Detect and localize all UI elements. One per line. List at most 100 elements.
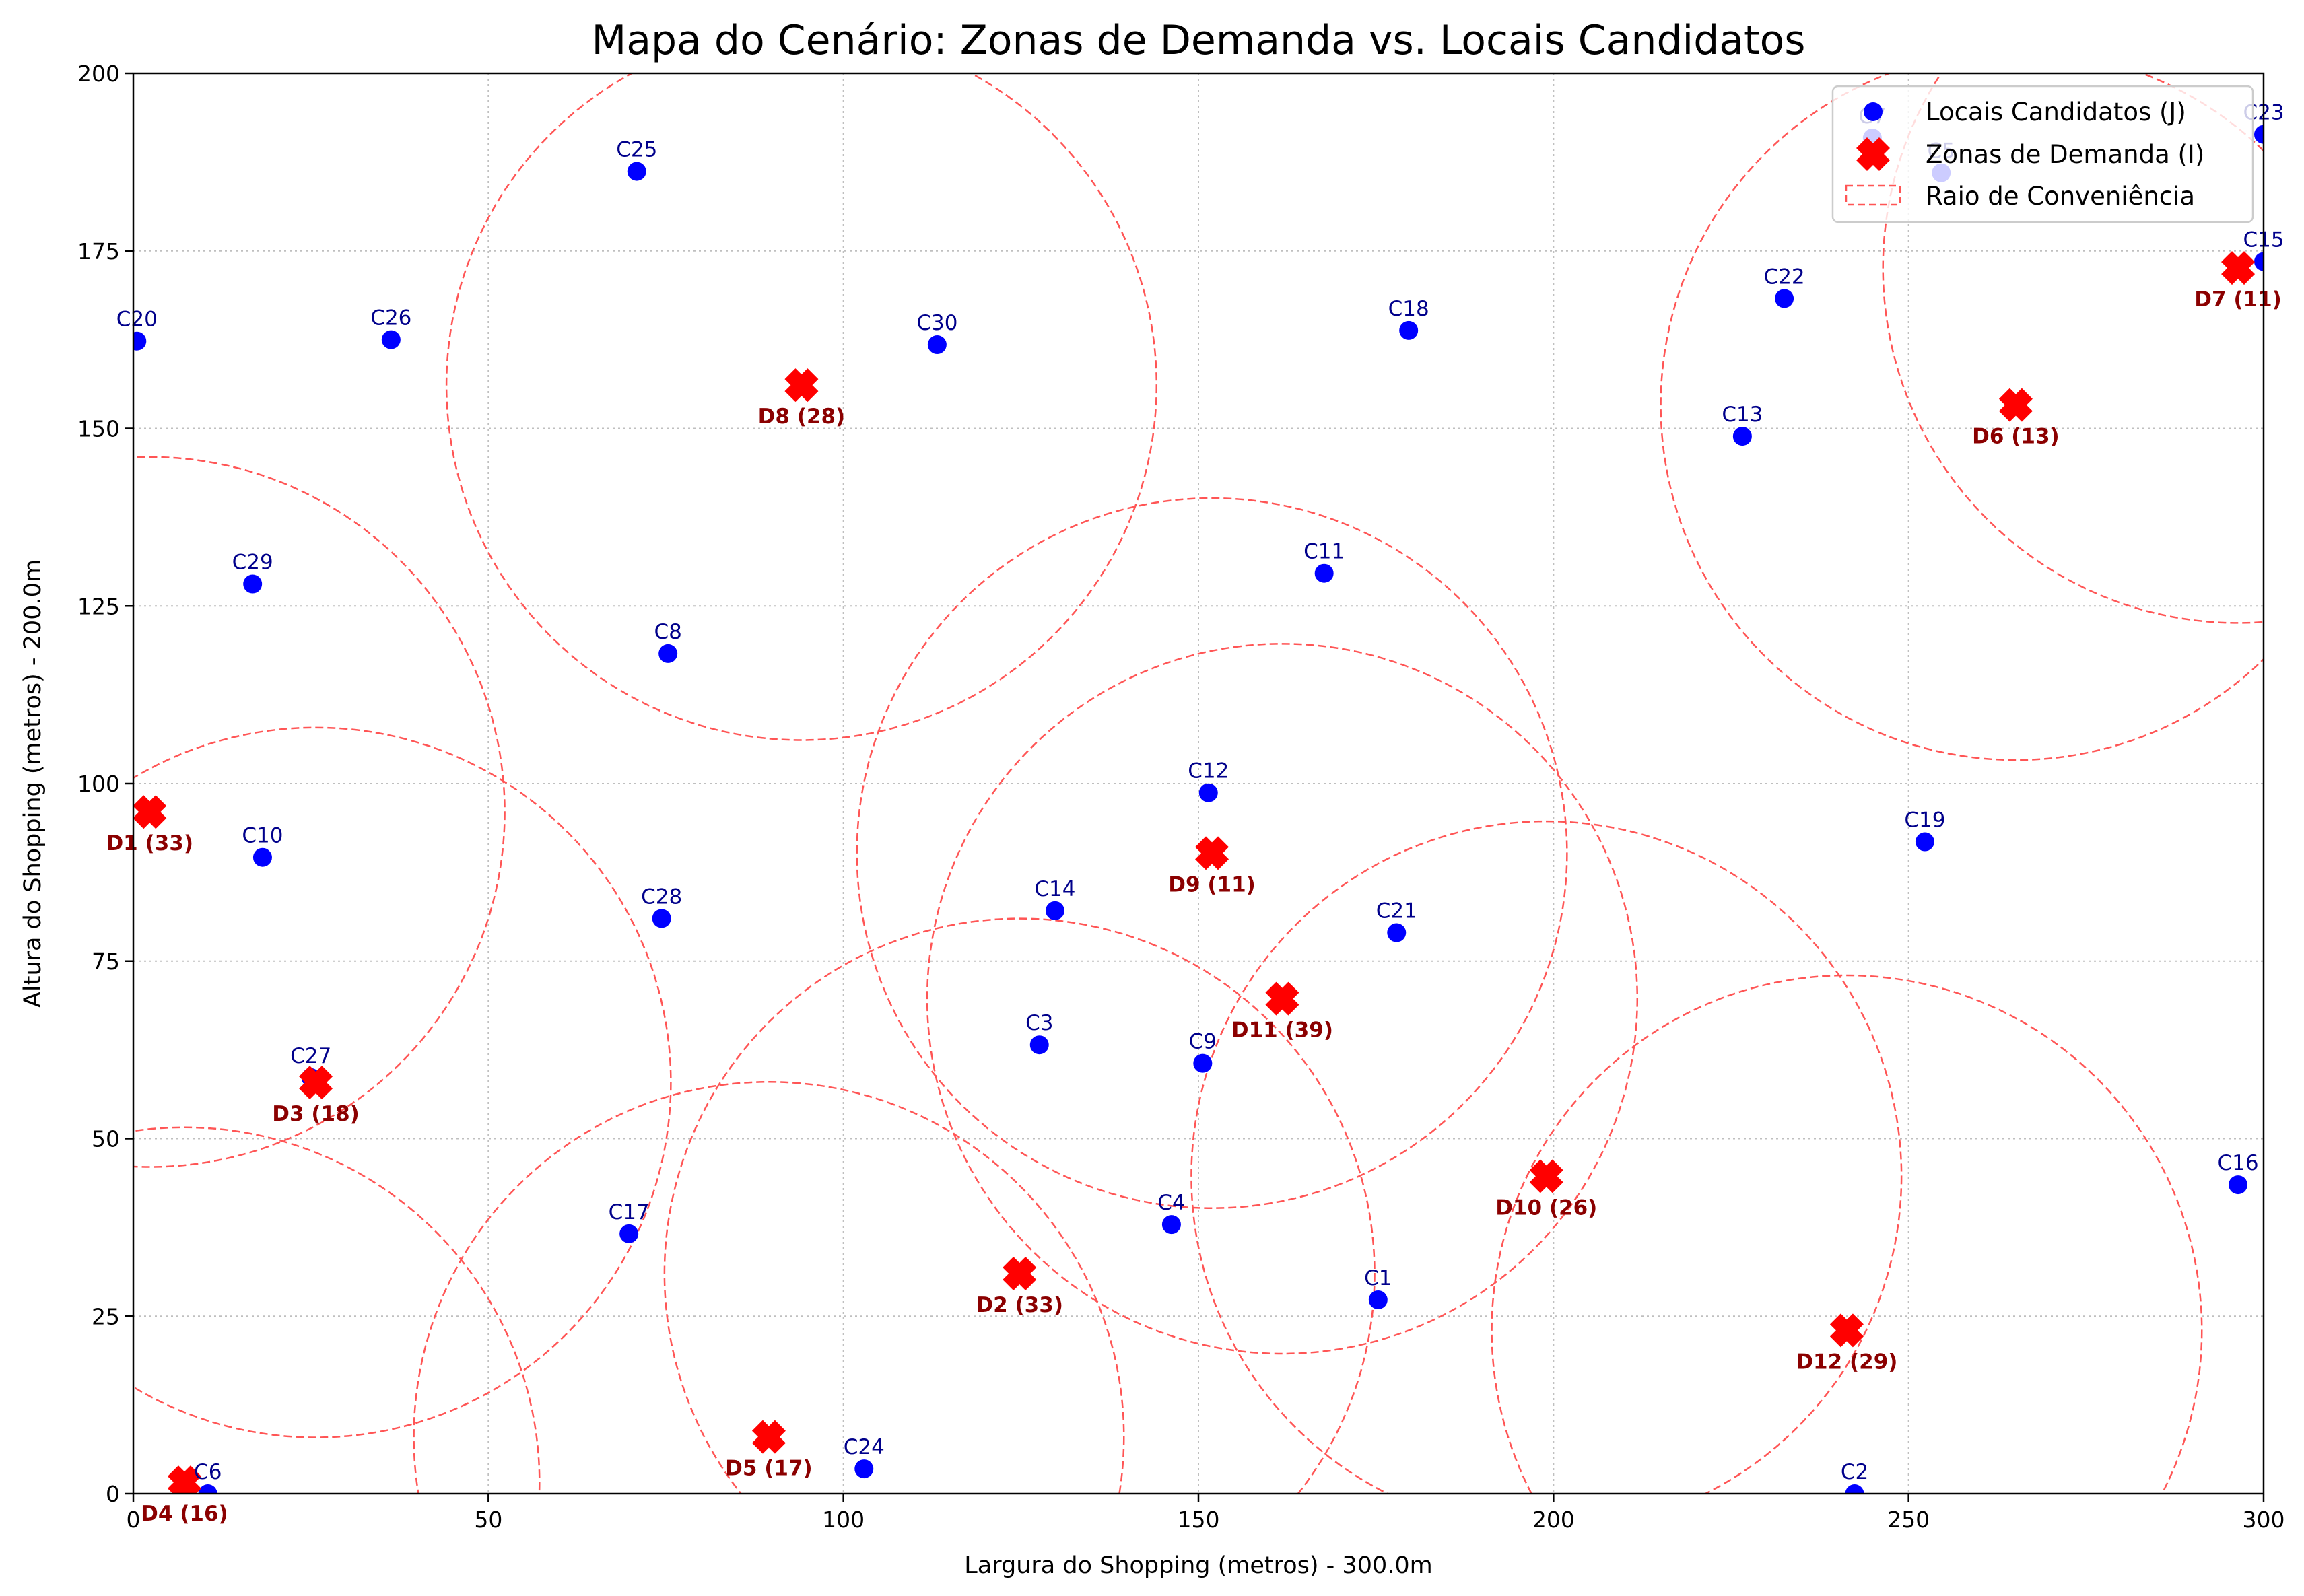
demand-zone-label: D11 (39): [1231, 1018, 1333, 1043]
x-axis-ticks: 0 50 100 150 200 250 300: [127, 1494, 2285, 1533]
y-tick-label: 200: [77, 61, 120, 87]
demand-zone-label: D1 (33): [106, 831, 193, 856]
candidate-point: [1775, 289, 1794, 308]
candidate-point: [854, 1459, 873, 1478]
candidate-label: C16: [2217, 1151, 2258, 1175]
demand-zone-label: D9 (11): [1168, 872, 1256, 897]
x-tick-label: 100: [822, 1506, 865, 1533]
y-tick-label: 150: [77, 416, 120, 442]
candidate-point: [1369, 1290, 1388, 1309]
candidate-label: C28: [641, 884, 682, 909]
demand-zone-marker: [1999, 388, 2033, 422]
x-tick-label: 50: [474, 1506, 502, 1533]
candidate-point: [1193, 1054, 1212, 1073]
y-axis-ticks: 0 25 50 75 100 125 150 175 200: [77, 61, 133, 1507]
candidate-point: [2229, 1175, 2247, 1194]
candidate-label: C14: [1034, 877, 1075, 901]
convenience-radius-circle: [0, 1127, 539, 1596]
demand-zone-marker: [133, 795, 166, 829]
convenience-radius-circle: [414, 1082, 1124, 1596]
demand-zone-marker: [1195, 836, 1229, 870]
candidate-label: C6: [194, 1460, 222, 1484]
candidate-label: C1: [1364, 1266, 1392, 1290]
candidate-point: [1387, 924, 1406, 942]
x-tick-label: 300: [2243, 1506, 2285, 1533]
candidate-label: C21: [1376, 899, 1417, 924]
y-tick-label: 75: [92, 948, 120, 975]
candidate-point: [1030, 1035, 1049, 1054]
convenience-radius-circle: [0, 728, 671, 1438]
demand-zone-label: D4 (16): [141, 1502, 228, 1526]
candidate-point: [928, 335, 947, 354]
y-axis-title: Altura do Shopping (metros) - 200.0m: [20, 559, 46, 1008]
candidate-point: [628, 162, 646, 181]
legend-radius-label: Raio de Conveniência: [1926, 182, 2195, 211]
demand-zone-label: D10 (26): [1495, 1195, 1597, 1220]
x-axis-title: Largura do Shopping (metros) - 300.0m: [964, 1552, 1432, 1579]
candidate-point: [127, 332, 146, 351]
y-tick-label: 100: [77, 771, 120, 797]
candidate-point: [652, 909, 671, 928]
legend: Locais Candidatos (J) Zonas de Demanda (…: [1833, 86, 2253, 222]
candidate-point: [1399, 321, 1418, 340]
candidate-label: C13: [1722, 403, 1763, 427]
legend-candidate-marker: [1864, 102, 1883, 121]
candidate-point: [1162, 1215, 1181, 1234]
demand-zone-labels: D1 (33) D2 (33) D3 (18) D4 (16) D5 (17) D6 (1…: [106, 287, 2281, 1526]
y-tick-label: 50: [92, 1126, 120, 1152]
x-tick-label: 150: [1178, 1506, 1220, 1533]
candidate-label: C9: [1189, 1030, 1217, 1054]
y-tick-label: 175: [77, 238, 120, 265]
demand-zone-label: D2 (33): [976, 1293, 1063, 1317]
candidate-label: C25: [616, 138, 657, 162]
legend-demand-label: Zonas de Demanda (I): [1926, 140, 2204, 169]
candidate-point: [243, 575, 262, 594]
candidate-label: C29: [232, 551, 273, 575]
demand-zone-marker: [784, 368, 818, 402]
x-tick-label: 250: [1887, 1506, 1930, 1533]
candidate-label: C2: [1841, 1460, 1868, 1484]
demand-zone-label: D8 (28): [758, 405, 846, 429]
y-tick-label: 0: [106, 1481, 120, 1507]
candidate-label: C10: [242, 824, 283, 848]
candidate-label: C26: [370, 306, 411, 331]
convenience-radius-circle: [1492, 975, 2202, 1596]
candidate-label: C17: [609, 1200, 650, 1224]
candidate-label: C12: [1188, 759, 1229, 784]
candidate-point: [1199, 784, 1218, 802]
demand-zone-label: D3 (18): [272, 1102, 360, 1126]
demand-zone-marker: [1530, 1159, 1563, 1193]
candidate-label: C8: [654, 620, 681, 644]
demand-zone-marker: [1830, 1313, 1864, 1347]
candidate-point: [1916, 833, 1934, 852]
demand-zone-marker: [2221, 251, 2255, 285]
candidate-label: C20: [116, 308, 158, 332]
candidate-point: [1315, 564, 1334, 583]
candidate-label: C30: [916, 311, 957, 335]
grid-lines: [133, 73, 2264, 1494]
candidate-point: [658, 644, 677, 663]
demand-zone-marker: [752, 1420, 786, 1454]
candidate-label: C11: [1303, 540, 1345, 564]
candidate-label: C22: [1764, 265, 1805, 289]
demand-zone-marker: [1003, 1257, 1036, 1290]
candidate-label: C24: [844, 1435, 885, 1459]
candidate-label: C19: [1904, 808, 1945, 833]
candidate-point: [382, 331, 401, 349]
candidate-point: [1733, 427, 1752, 446]
candidate-points: [127, 125, 2273, 1503]
demand-zone-marker: [1265, 982, 1299, 1016]
y-tick-label: 25: [92, 1303, 120, 1329]
y-tick-label: 125: [77, 593, 120, 619]
candidate-point: [1046, 901, 1064, 920]
demand-zone-label: D5 (17): [725, 1457, 813, 1481]
candidate-point: [253, 848, 272, 867]
demand-zone-label: D6 (13): [1972, 425, 2060, 449]
legend-candidates-label: Locais Candidatos (J): [1926, 98, 2186, 127]
chart-title: Mapa do Cenário: Zonas de Demanda vs. Lo…: [591, 17, 1805, 64]
candidate-label: C3: [1025, 1011, 1053, 1035]
candidate-label: C27: [290, 1044, 331, 1068]
x-tick-label: 0: [127, 1506, 141, 1533]
